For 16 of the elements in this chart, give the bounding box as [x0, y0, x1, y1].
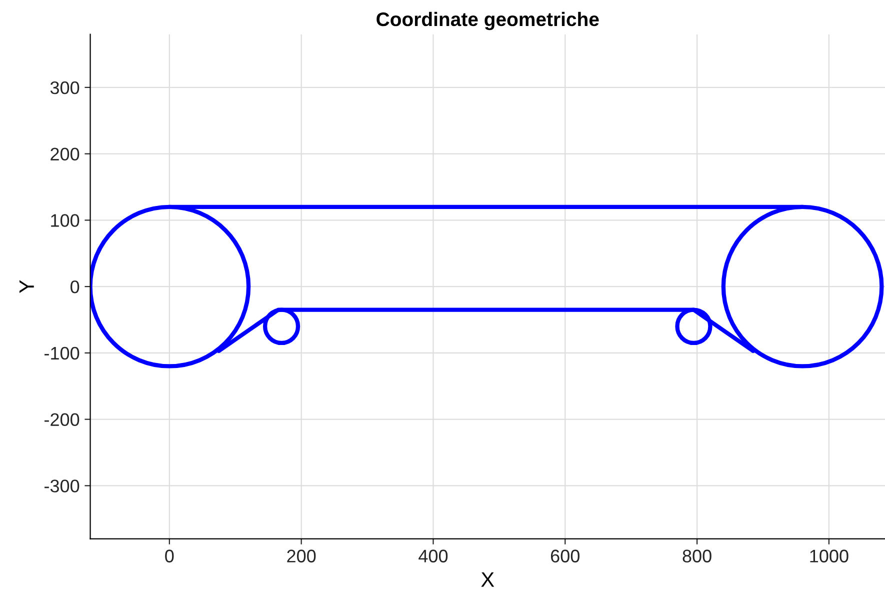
x-tick-label: 0 — [165, 550, 174, 562]
x-tick-label: 400 — [418, 550, 448, 562]
y-tick-label: 100 — [51, 214, 80, 227]
x-tick-label: 200 — [287, 550, 316, 562]
y-tick-label: 200 — [50, 148, 80, 161]
y-tick-label: -300 — [44, 480, 80, 492]
x-tick-label: 1000 — [810, 550, 848, 562]
y-axis-title: Y — [20, 280, 34, 294]
y-tick-label: -100 — [44, 346, 80, 360]
x-tick-label: 600 — [550, 550, 580, 562]
x-axis-title: X — [481, 572, 494, 587]
y-tick-label: 300 — [50, 81, 80, 94]
x-tick-label: 800 — [682, 550, 712, 562]
y-tick-label: -200 — [44, 413, 80, 426]
chart-title: Coordinate geometriche — [376, 12, 599, 30]
y-tick-label: 0 — [70, 280, 80, 294]
